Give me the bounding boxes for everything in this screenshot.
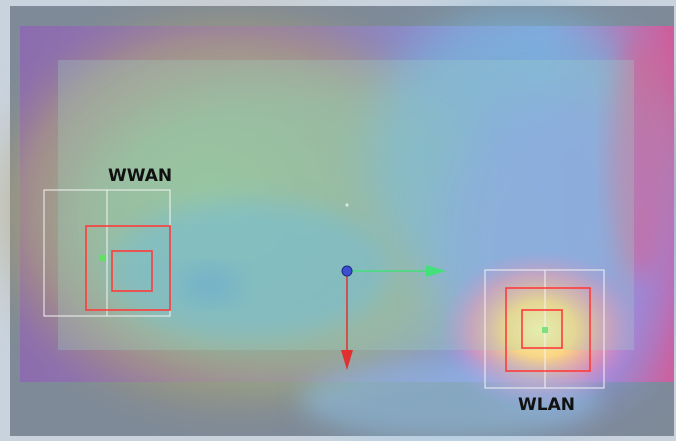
- signal-heatmap: [0, 10, 676, 440]
- axis-gizmo[interactable]: [341, 265, 446, 370]
- center-dot: [345, 203, 349, 207]
- green-arrow-icon[interactable]: [426, 265, 446, 277]
- wlan-red-box-outer: [505, 287, 591, 372]
- wwan-red-box-outer: [85, 225, 171, 311]
- sphere-origin-icon[interactable]: [341, 265, 353, 277]
- wlan-red-box-inner: [521, 309, 563, 349]
- wlan-marker[interactable]: WLAN: [484, 269, 605, 415]
- red-arrow-icon[interactable]: [341, 350, 353, 370]
- wwan-label: WWAN: [108, 166, 172, 186]
- wwan-source-point[interactable]: [100, 255, 106, 261]
- wlan-source-point[interactable]: [542, 327, 548, 333]
- wlan-label: WLAN: [518, 395, 575, 415]
- wwan-marker[interactable]: WWAN: [43, 166, 172, 317]
- wwan-red-box-inner: [111, 250, 153, 292]
